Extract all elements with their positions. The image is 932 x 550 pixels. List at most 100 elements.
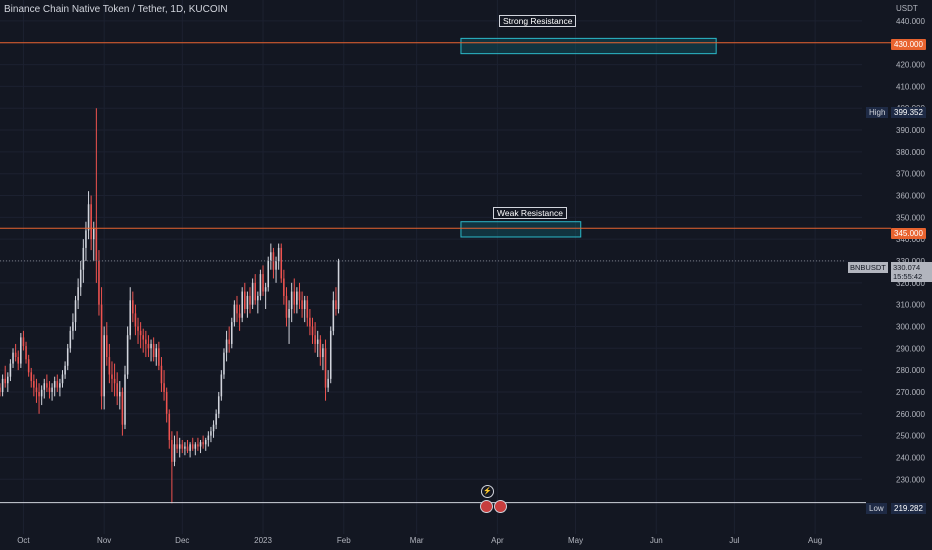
candle [152, 337, 155, 362]
lightning-icon[interactable]: ⚡ [481, 485, 494, 498]
candle-body [1, 378, 4, 392]
candle-body [155, 348, 158, 358]
us-flag-icon[interactable] [494, 500, 507, 513]
candle [314, 322, 316, 353]
candle-body [119, 391, 121, 397]
candle [197, 437, 199, 451]
y-tick-label: 390.000 [896, 126, 925, 135]
candle-body [189, 444, 191, 451]
candle-body [225, 339, 228, 353]
candle [74, 295, 77, 331]
candle [202, 435, 204, 449]
candle-body [322, 348, 324, 358]
candle [204, 437, 207, 451]
candle [82, 239, 85, 283]
candle-body [314, 335, 316, 344]
candle [257, 291, 259, 314]
candle-body [158, 348, 160, 366]
countdown: 15:55:42 [893, 272, 923, 281]
y-tick-label: 240.000 [896, 453, 925, 462]
y-tick-label: 330.000 [896, 257, 925, 266]
candle-body [35, 387, 38, 392]
candle [66, 343, 69, 371]
candle-body [77, 287, 79, 301]
candle [283, 269, 285, 305]
candle [165, 387, 168, 423]
resistance-zone [460, 37, 717, 55]
candle [48, 381, 51, 399]
y-tick-label: 260.000 [896, 410, 925, 419]
candle [7, 372, 9, 392]
candle-body [66, 348, 69, 366]
candle-body [25, 346, 27, 360]
candle [38, 383, 40, 414]
candle-body [262, 274, 264, 292]
candle-body [264, 287, 267, 292]
candle-body [173, 444, 176, 462]
candle [238, 304, 241, 331]
candle [254, 274, 256, 305]
candle [59, 378, 61, 397]
candle-body [329, 330, 332, 379]
candle [12, 348, 14, 368]
candle-body [14, 352, 17, 358]
candle [14, 343, 17, 362]
candle [285, 287, 288, 327]
candle [100, 287, 103, 410]
candle [46, 374, 48, 392]
candle-body [217, 396, 220, 414]
candle [69, 326, 72, 353]
us-flag-icon[interactable] [480, 500, 493, 513]
x-tick-label: Mar [410, 536, 424, 545]
candle-body [191, 444, 194, 449]
resistance-price-tag-345: 345.000 [891, 228, 926, 239]
candle-body [111, 374, 113, 379]
candle [272, 247, 275, 279]
candle [126, 326, 129, 379]
candle [61, 370, 64, 388]
candle [301, 291, 303, 318]
high-value: 399.352 [891, 107, 926, 118]
y-tick-label: 360.000 [896, 192, 925, 201]
candle [290, 282, 293, 323]
candle-body [72, 322, 74, 331]
candle [306, 295, 309, 327]
candle [124, 365, 126, 430]
x-tick-label: Apr [491, 536, 504, 545]
candle-body [134, 313, 137, 327]
candle [207, 431, 210, 447]
candle [4, 365, 6, 388]
candle-body [327, 378, 329, 388]
candle-body [92, 228, 95, 240]
candle-body [288, 309, 290, 318]
candle-body [121, 391, 124, 425]
candle-body [324, 348, 327, 388]
y-tick-label: 320.000 [896, 279, 925, 288]
strong-resistance-label[interactable]: Strong Resistance [499, 15, 577, 27]
candle-body [298, 291, 301, 301]
candle [98, 250, 100, 316]
candle-body [17, 357, 20, 364]
candle-body [194, 444, 197, 449]
candle [184, 442, 186, 456]
candle [56, 374, 59, 392]
candle-body [100, 304, 103, 397]
candle-body [53, 381, 56, 388]
candle-body [246, 295, 249, 310]
candle [217, 391, 220, 419]
candle-body [215, 413, 217, 425]
candle [173, 435, 176, 467]
y-tick-label: 270.000 [896, 388, 925, 397]
candle [72, 313, 74, 340]
candle [22, 330, 25, 351]
candle-body [69, 330, 72, 349]
candle [77, 278, 79, 310]
candle-body [176, 444, 178, 449]
candle [145, 330, 147, 358]
candle-body [168, 413, 171, 440]
candle-body [275, 261, 277, 270]
candle-body [230, 322, 233, 344]
weak-resistance-label[interactable]: Weak Resistance [493, 207, 567, 219]
x-tick-label: Jun [650, 536, 663, 545]
